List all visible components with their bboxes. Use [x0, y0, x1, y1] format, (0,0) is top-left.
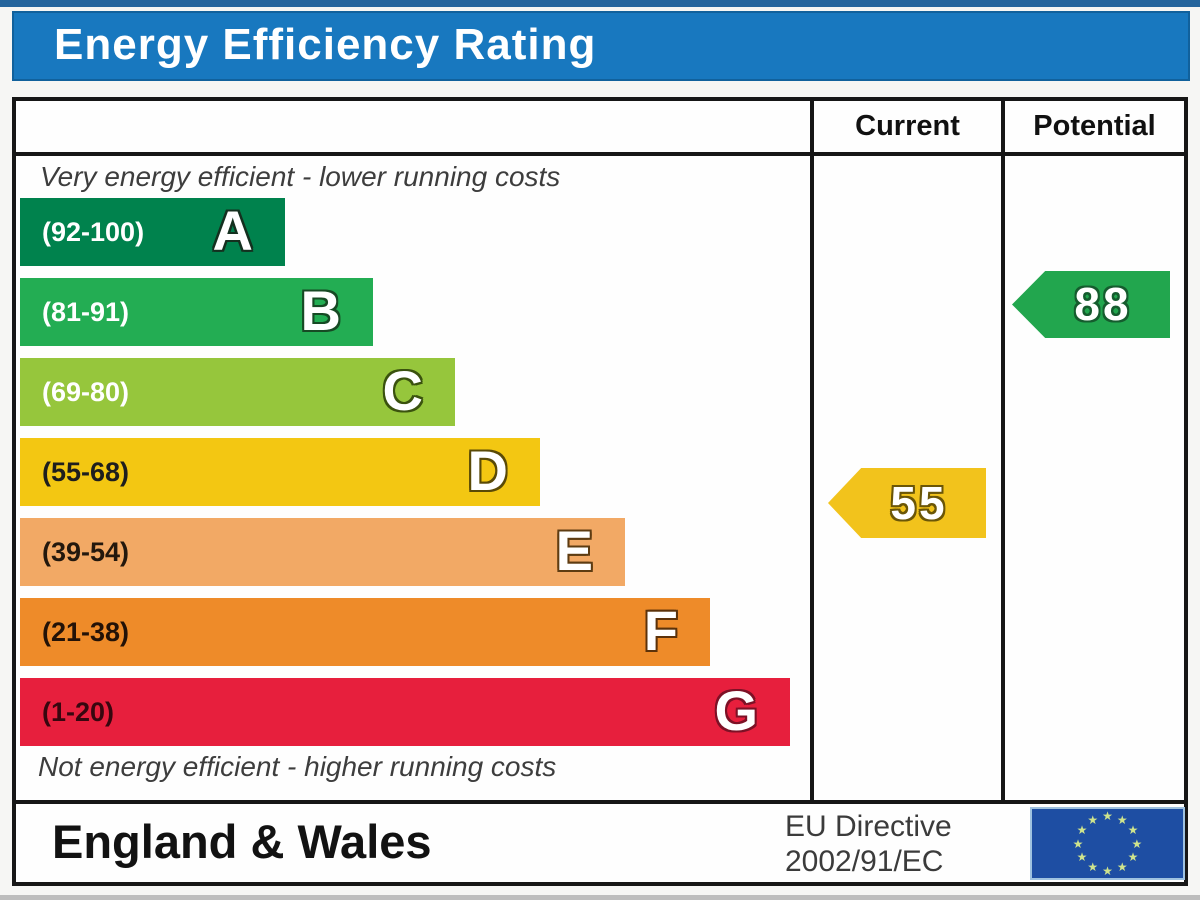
eu-flag-star: ★ — [1102, 863, 1113, 878]
band-range-g: (1-20) — [42, 697, 115, 727]
band-letter-g: G — [714, 679, 758, 742]
eu-flag-star: ★ — [1131, 836, 1143, 851]
band-range-a: (92-100) — [42, 217, 145, 247]
energy-rating-table: Current Potential Very energy efficient … — [12, 97, 1188, 886]
eu-flag: ★ ★ ★ ★ ★ ★ ★ ★ ★ ★ ★ ★ — [1030, 807, 1185, 880]
band-letter-d: D — [467, 439, 508, 502]
band-letter-a: A — [212, 199, 253, 262]
band-range-d: (55-68) — [42, 457, 130, 487]
eu-flag-star: ★ — [1127, 850, 1139, 864]
page-bottom-edge — [0, 895, 1200, 900]
top-note: Very energy efficient - lower running co… — [40, 161, 561, 192]
bottom-note: Not energy efficient - higher running co… — [38, 751, 557, 782]
band-letter-b: B — [300, 279, 341, 342]
eu-flag-star: ★ — [1076, 850, 1088, 864]
page-top-edge — [0, 0, 1200, 7]
band-bar-c: (69-80) C — [20, 358, 455, 426]
band-range-f: (21-38) — [42, 617, 130, 647]
eu-flag-star: ★ — [1116, 813, 1128, 828]
column-header-current: Current — [855, 110, 960, 142]
band-range-b: (81-91) — [42, 297, 130, 327]
eu-flag-star: ★ — [1087, 813, 1099, 828]
band-letter-c: C — [382, 359, 423, 422]
band-bar-f: (21-38) F — [20, 598, 710, 666]
band-bar-a: (92-100) A — [20, 198, 285, 266]
band-bar-e: (39-54) E — [20, 518, 625, 586]
eu-directive-line2: 2002/91/EC — [785, 845, 944, 878]
eu-flag-star: ★ — [1076, 822, 1088, 837]
band-bar-b: (81-91) B — [20, 278, 373, 346]
band-bar-g: (1-20) G — [20, 678, 790, 746]
band-range-c: (69-80) — [42, 377, 130, 407]
eu-flag-star: ★ — [1102, 809, 1113, 824]
potential-rating-arrow: 88 — [1012, 271, 1170, 338]
eu-flag-star: ★ — [1127, 822, 1139, 837]
band-range-e: (39-54) — [42, 537, 130, 567]
page-title: Energy Efficiency Rating — [54, 20, 597, 69]
eu-directive-line1: EU Directive — [785, 810, 952, 843]
current-rating-arrow: 55 — [828, 468, 986, 538]
band-bar-d: (55-68) D — [20, 438, 540, 506]
eu-flag-star: ★ — [1087, 859, 1099, 874]
eu-directive-label: EU Directive 2002/91/EC — [785, 809, 952, 879]
column-header-potential: Potential — [1033, 110, 1156, 142]
footer-region-label: England & Wales — [52, 815, 432, 868]
footer-row-divider — [16, 800, 1184, 804]
band-letter-f: F — [643, 599, 678, 662]
eu-flag-star: ★ — [1116, 859, 1128, 874]
eu-flag-star: ★ — [1072, 836, 1084, 851]
band-letter-e: E — [555, 519, 593, 582]
header-row-divider — [16, 152, 1184, 156]
column-divider-potential — [1001, 101, 1005, 804]
column-divider-current — [810, 101, 814, 804]
title-bar: Energy Efficiency Rating — [12, 11, 1190, 81]
